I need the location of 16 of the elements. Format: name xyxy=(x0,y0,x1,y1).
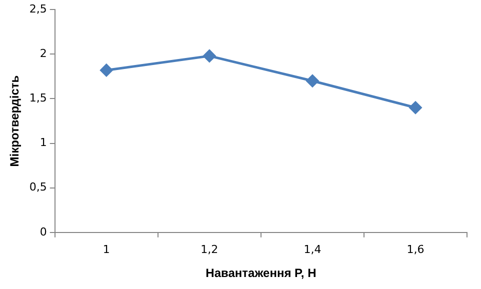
x-axis-title: Навантаження Р, Н xyxy=(206,266,316,280)
point xyxy=(306,74,319,88)
y-tick-label: 2,5 xyxy=(29,2,47,16)
y-tick-label: 1 xyxy=(40,136,47,150)
point xyxy=(100,64,113,76)
y-tick-label: 0,5 xyxy=(29,180,47,194)
x-tick-label: 1,4 xyxy=(304,242,322,256)
point xyxy=(409,101,422,114)
y-tick-label: 0 xyxy=(40,225,47,238)
x-tick-label: 1 xyxy=(102,242,110,256)
y-tick-label: 1,5 xyxy=(29,92,47,105)
point xyxy=(203,50,216,62)
x-tick-label: 1,6 xyxy=(406,242,424,256)
y-tick-label: 2 xyxy=(40,47,47,60)
x-tick-label: 1,2 xyxy=(200,242,218,256)
y-axis-title: Мікротвердість xyxy=(8,75,22,167)
